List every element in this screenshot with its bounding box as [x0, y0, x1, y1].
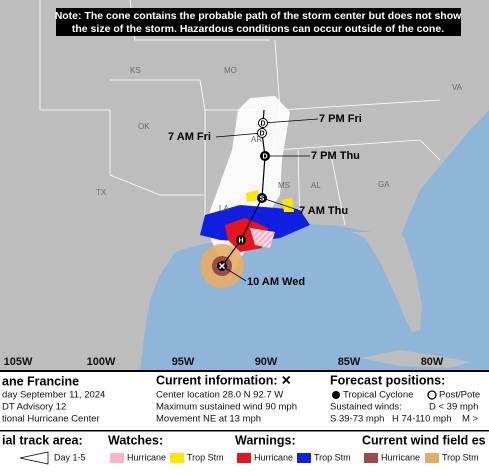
point-marker: [260, 151, 270, 161]
forecast-d: D < 39 mph: [429, 402, 478, 413]
track-swatch: [19, 451, 49, 465]
current-location: Center location 28.0 N 92.7 W: [156, 390, 283, 401]
note-line: the size of the storm. Hazardous conditi…: [72, 23, 444, 35]
label-leaders: [215, 118, 319, 282]
state-label: KS: [130, 66, 141, 75]
legend-warn-t: Trop Stm: [314, 452, 351, 462]
current-x: [218, 262, 226, 270]
state-label: VA: [452, 83, 463, 92]
current-info: Current information: ✕ Center location 2…: [156, 373, 297, 424]
current-title: Current information: ✕: [156, 373, 291, 387]
state-label: GA: [378, 180, 390, 189]
state-label: LA: [219, 204, 229, 213]
storm-name: ane Francine: [2, 374, 79, 388]
state-label: AL: [311, 181, 321, 190]
forecast-markers: D D D S H: [217, 118, 270, 271]
point-letter: H: [238, 237, 243, 244]
legend-warn-h: Hurricane: [254, 452, 293, 462]
state-label: OK: [138, 122, 150, 131]
legend-watch-h: Hurricane: [127, 452, 166, 462]
wind-h-swatch: [364, 453, 378, 463]
panel-divider: [0, 370, 489, 372]
longitude-label: 95W: [172, 356, 195, 368]
florida: [352, 232, 422, 332]
longitude-label: 85W: [338, 356, 361, 368]
point-letter: D: [260, 120, 265, 127]
time-label: 7 AM Fri: [168, 131, 211, 143]
point-marker: [258, 118, 268, 128]
legend-wind-h: Hurricane: [381, 452, 420, 462]
legend-warnings: Warnings:: [235, 433, 296, 447]
storm-info: ane Francine day September 11, 2024 DT A…: [2, 374, 105, 424]
forecast-m: M >: [462, 414, 479, 425]
legend-wind-t: Trop Stm: [442, 452, 479, 462]
forecast-s: S 39-73 mph: [330, 414, 384, 425]
state-labels: KS MO VA OK AR TX MS AL GA LA: [96, 66, 463, 213]
longitude-label: 105W: [4, 356, 33, 368]
storm-advisory: DT Advisory 12: [2, 402, 66, 413]
forecast-title: Forecast positions:: [330, 373, 445, 387]
legend-track: ial track area:: [2, 433, 83, 447]
forecast-tc: Tropical Cyclone: [343, 390, 413, 401]
legend: ial track area: Day 1-5 Watches: Hurrica…: [2, 433, 486, 465]
legend-watches: Watches:: [108, 433, 163, 447]
time-label: 10 AM Wed: [247, 276, 305, 288]
map-area: KS MO VA OK AR TX MS AL GA LA D D D S H …: [0, 0, 489, 370]
time-label: 7 AM Thu: [299, 205, 348, 217]
watch-h-swatch: [110, 453, 124, 463]
watch-t-swatch: [170, 453, 184, 463]
longitude-label: 100W: [87, 356, 116, 368]
longitude-labels: 105W 100W 95W 90W 85W 80W: [4, 356, 444, 368]
longitude-label: 80W: [421, 356, 444, 368]
hurricane-watch: [250, 228, 275, 248]
note-box: [56, 8, 461, 36]
note-line: Note: The cone contains the probable pat…: [55, 10, 462, 22]
legend-watch-t: Trop Stm: [187, 452, 224, 462]
point-marker: [257, 128, 267, 138]
state-label: MS: [278, 181, 290, 190]
point-letter: D: [259, 130, 264, 137]
current-movement: Movement NE at 13 mph: [156, 414, 261, 425]
time-label: 7 PM Fri: [319, 113, 362, 125]
wind-t-swatch: [425, 453, 439, 463]
point-letter: D: [262, 153, 267, 160]
forecast-winds: Sustained winds:: [330, 402, 402, 413]
forecast-post: Post/Pote: [439, 390, 480, 401]
time-label: 7 PM Thu: [311, 150, 360, 162]
point-letter: S: [260, 195, 265, 202]
warn-h-swatch: [237, 453, 251, 463]
storm-center: tional Hurricane Center: [2, 414, 100, 425]
post-symbol: [427, 390, 437, 400]
forecast-info: Forecast positions: Tropical Cyclone Pos…: [330, 373, 480, 424]
legend-day: Day 1-5: [54, 452, 86, 462]
point-marker: [236, 235, 246, 245]
time-labels: 7 PM Fri 7 AM Fri 7 PM Thu 7 AM Thu 10 A…: [168, 113, 362, 288]
warn-t-swatch: [297, 453, 311, 463]
state-label: AR: [251, 135, 262, 144]
tc-symbol: [332, 391, 340, 399]
legend-divider: [0, 430, 489, 432]
state-label: TX: [96, 188, 107, 197]
current-wind: Maximum sustained wind 90 mph: [156, 402, 297, 413]
forecast-h: H 74-110 mph: [392, 414, 452, 425]
legend-wind: Current wind field es: [362, 433, 486, 447]
longitude-label: 90W: [255, 356, 278, 368]
cuba: [360, 350, 470, 368]
state-label: MO: [224, 66, 237, 75]
storm-date: day September 11, 2024: [2, 390, 105, 401]
point-marker: [257, 193, 267, 203]
